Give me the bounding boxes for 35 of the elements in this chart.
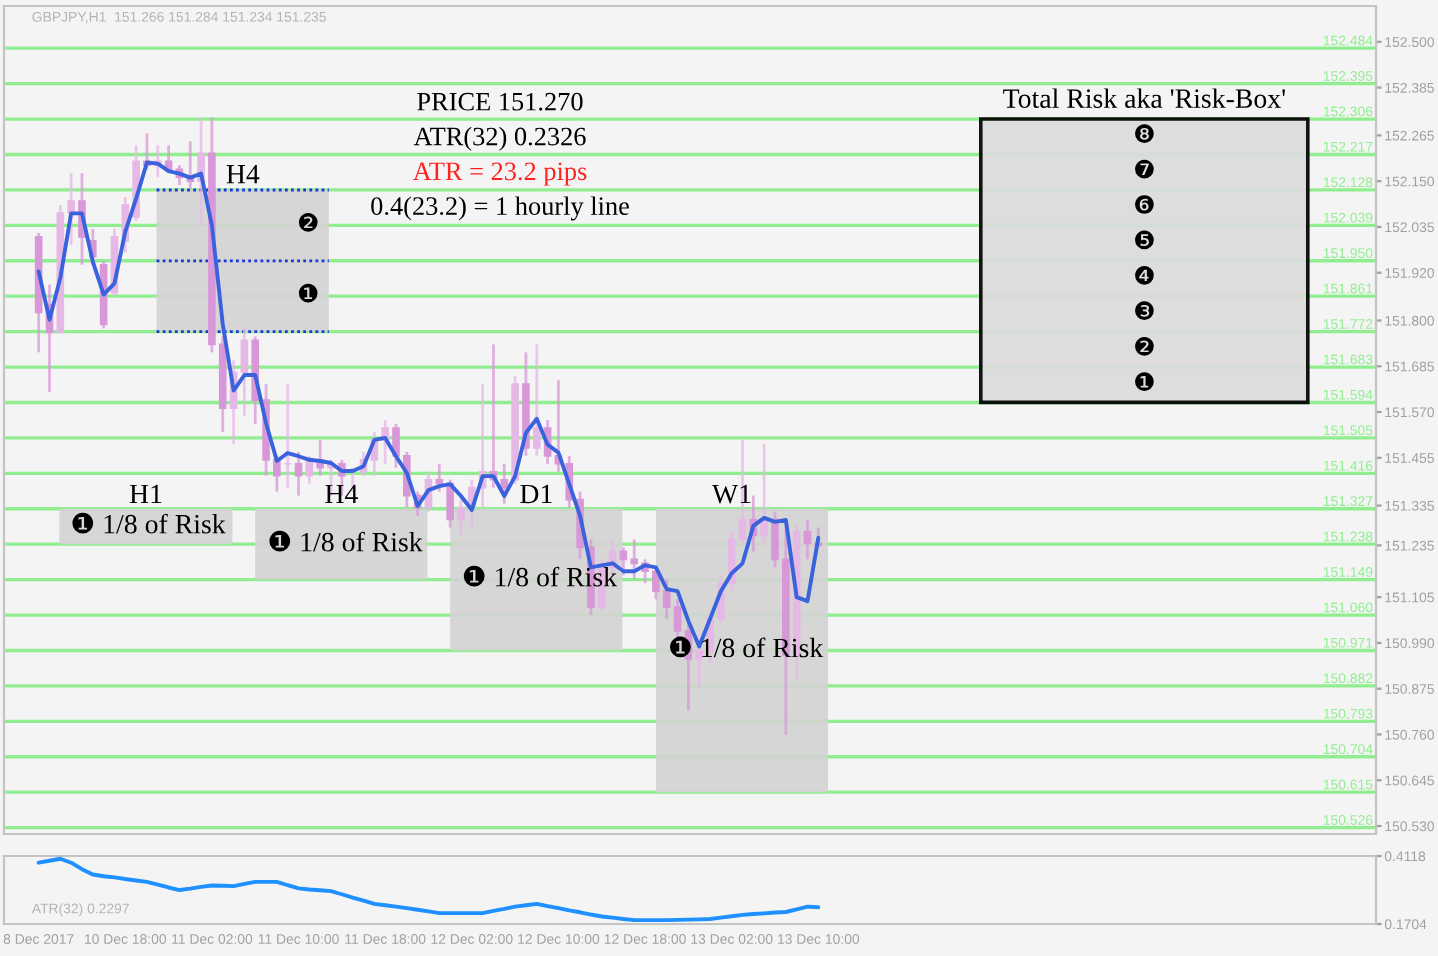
annotation: ❺: [1135, 230, 1154, 250]
annotation: Total Risk aka 'Risk-Box': [1003, 88, 1285, 108]
annotation: ❶ 1/8 of Risk: [463, 565, 618, 587]
candlestick: [457, 498, 465, 537]
annotation: H4: [226, 164, 260, 184]
annotation: ❶ 1/8 of Risk: [269, 530, 423, 552]
annotation: ❹: [1135, 265, 1154, 285]
candlestick: [446, 478, 454, 529]
annotation: H1: [129, 484, 162, 504]
annotation: W1: [711, 484, 751, 504]
annotation: PRICE 151.270: [417, 92, 583, 111]
annotation: ❶ 1/8 of Risk: [72, 512, 226, 534]
candlestick: [803, 518, 812, 561]
annotation: D1: [520, 484, 552, 504]
annotation: ATR(32) 0.2326: [413, 126, 586, 151]
annotation: ❷: [298, 212, 318, 232]
candlestick: [294, 450, 303, 498]
annotation: ❻: [1135, 195, 1154, 214]
annotation: ❸: [1135, 301, 1154, 321]
annotation: ❽: [1135, 124, 1154, 144]
annotation: ❶ 1/8 of Risk: [670, 636, 824, 658]
candlestick: [435, 462, 444, 494]
annotation: ❷: [1135, 336, 1154, 356]
candlestick: [240, 327, 249, 418]
candlestick: [760, 442, 768, 545]
annotation: H4: [325, 484, 358, 504]
annotation: ❶: [298, 283, 318, 303]
candlestick: [532, 342, 541, 458]
candlestick: [500, 462, 509, 505]
annotation: 0.4(23.2) = 1 hourly line: [371, 196, 629, 221]
candlestick: [695, 637, 704, 689]
line-series: [36, 856, 821, 923]
annotation: ❶: [1135, 372, 1154, 392]
annotation: ❼: [1135, 159, 1154, 179]
annotation: ATR = 23.2 pips: [412, 162, 587, 186]
